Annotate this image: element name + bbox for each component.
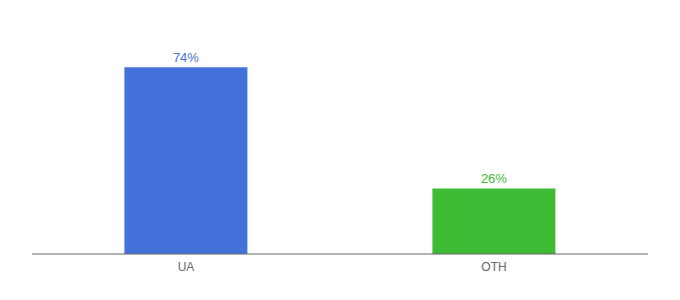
svg-text:UA: UA	[178, 260, 195, 274]
svg-text:OTH: OTH	[481, 260, 506, 274]
svg-text:26%: 26%	[481, 171, 507, 186]
svg-text:74%: 74%	[173, 50, 199, 65]
